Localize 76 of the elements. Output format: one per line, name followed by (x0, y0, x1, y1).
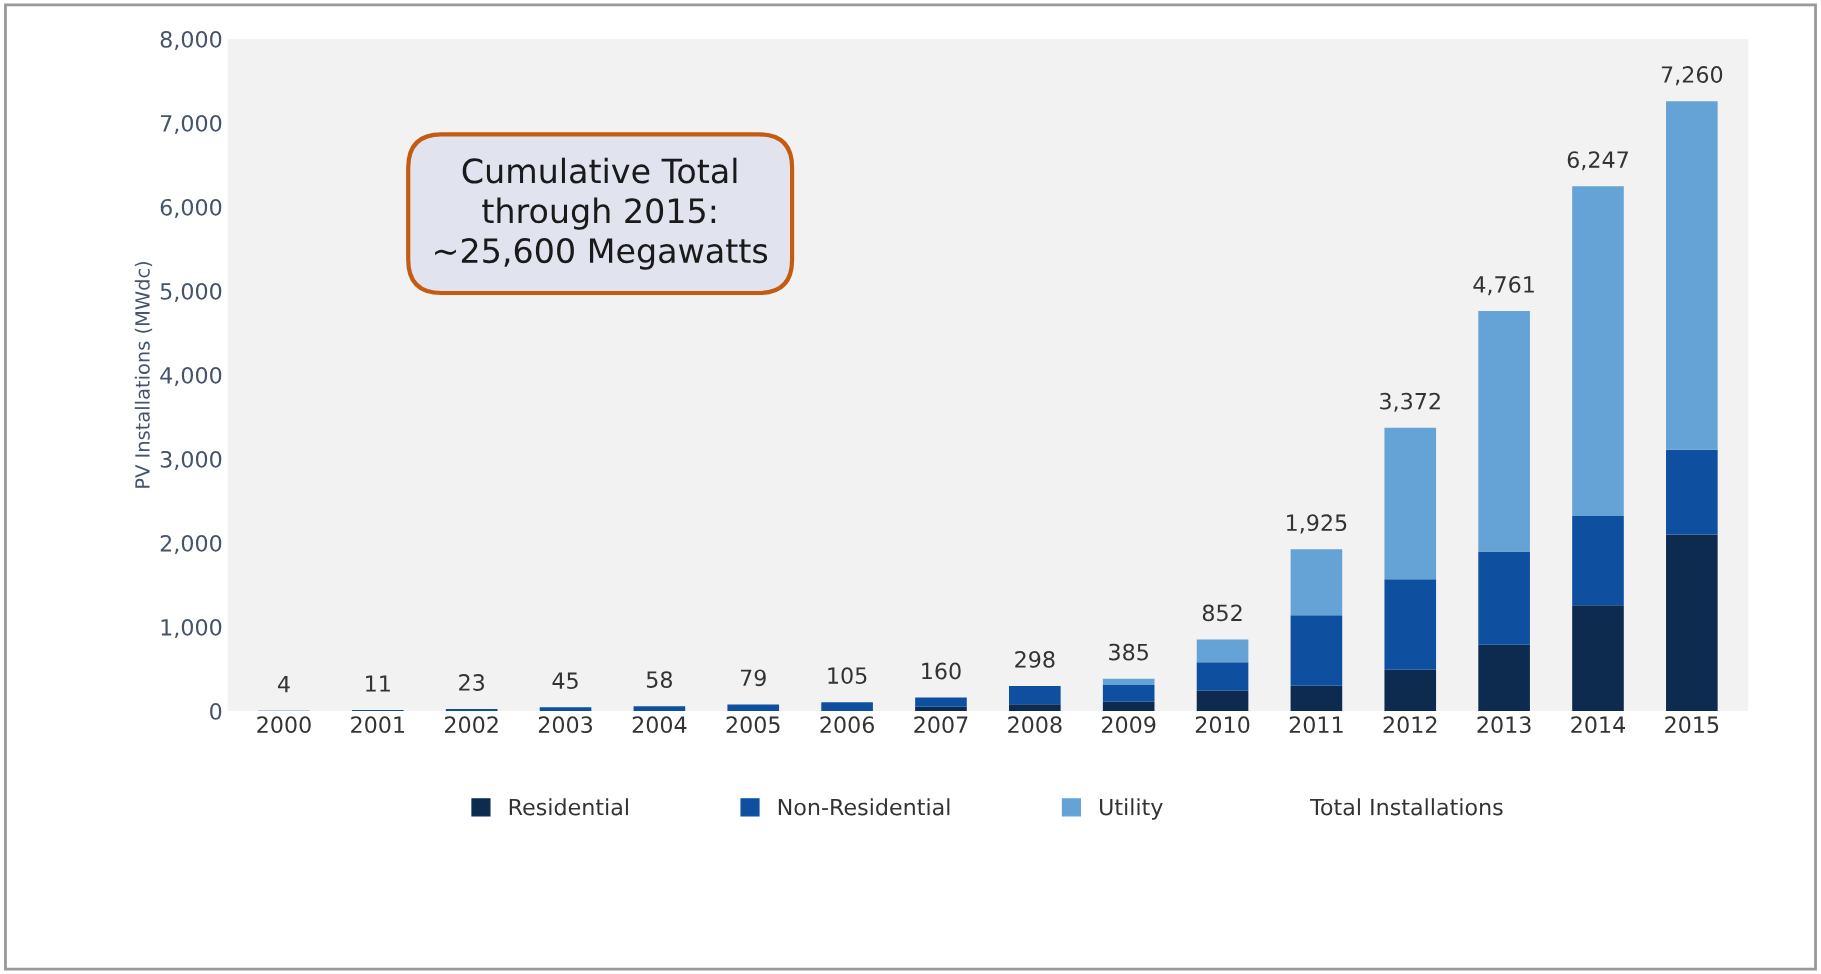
legend-label: Residential (509, 798, 628, 816)
y-tick-label: 7,000 (160, 114, 222, 134)
bar (1290, 615, 1343, 686)
x-tick-label: 2007 (914, 716, 968, 734)
x-tick-label: 2010 (1195, 716, 1250, 734)
annotation: Cumulative Total through 2015: ~25,600 Megawatts (435, 157, 768, 270)
total-label: 11 (366, 675, 390, 692)
y-tick-label: 8,000 (160, 30, 222, 50)
total-label: 1,925 (1287, 514, 1347, 534)
bar (1478, 551, 1530, 645)
text: Total Installations (1310, 798, 1503, 816)
bar (1102, 678, 1155, 685)
bar (1384, 579, 1437, 670)
bar (1572, 516, 1624, 606)
bar (1666, 534, 1718, 712)
bar (1196, 690, 1249, 712)
x-tick-label: 2009 (1102, 716, 1156, 734)
total-label: 23 (459, 674, 485, 691)
total-label: 160 (922, 662, 961, 680)
total-label: 852 (1202, 604, 1242, 622)
legend-label: Non-Residential (778, 798, 950, 816)
bar (915, 706, 967, 712)
total-label: 58 (646, 671, 672, 688)
bar (1478, 311, 1530, 552)
y-axis-title: PV Installations (MWdc) (134, 261, 153, 488)
bar (633, 706, 686, 712)
x-tick-label: 2002 (445, 716, 498, 734)
bar (1009, 704, 1061, 712)
x-tick-label: 2006 (820, 716, 874, 734)
y-tick-label: 2,000 (160, 534, 222, 555)
bar (1102, 701, 1155, 712)
total-label: 45 (552, 672, 578, 690)
total-label: 7,260 (1661, 66, 1723, 86)
total-label: 3,372 (1380, 392, 1440, 412)
bar (1102, 684, 1155, 702)
bar (1384, 669, 1437, 712)
y-tick-label: 0 (210, 702, 222, 720)
x-tick-label: 2015 (1665, 716, 1719, 734)
y-tick-label: 5,000 (160, 282, 222, 303)
x-tick-label: 2014 (1571, 716, 1626, 734)
y-tick-label: 1,000 (161, 618, 222, 639)
bar (539, 707, 592, 712)
total-label: 4,761 (1473, 276, 1534, 296)
bar (1572, 605, 1624, 712)
bar (1196, 662, 1249, 691)
x-tick-label: 2013 (1477, 716, 1531, 734)
bar (1666, 101, 1718, 450)
bar (1196, 639, 1249, 663)
total-label: 105 (828, 667, 867, 684)
bar (727, 704, 780, 712)
y-tick-label: 4,000 (160, 366, 222, 387)
x-tick-label: 2000 (257, 716, 311, 734)
total-label: 79 (740, 669, 766, 687)
bar (1384, 427, 1437, 580)
bar (915, 697, 967, 707)
x-tick-label: 2003 (538, 716, 593, 734)
x-tick-label: 2012 (1383, 716, 1437, 734)
x-tick-label: 2008 (1008, 716, 1062, 734)
x-tick-label: 2011 (1289, 716, 1343, 734)
bar (1666, 449, 1718, 535)
y-tick-label: 6,000 (160, 198, 222, 218)
x-tick-label: 2004 (632, 716, 687, 734)
bar (1009, 685, 1061, 705)
total-label: 385 (1109, 643, 1148, 661)
total-label: 6,247 (1567, 151, 1628, 171)
x-tick-label: 2001 (351, 716, 405, 734)
x-tick-label: 2005 (726, 716, 780, 734)
y-tick-label: 3,000 (160, 450, 222, 471)
legend-label: Utility (1100, 798, 1163, 820)
bar (1290, 685, 1343, 712)
bar (1478, 644, 1530, 712)
total-label: 4 (277, 675, 290, 693)
bar (821, 702, 873, 712)
bar (1290, 549, 1343, 616)
total-label: 298 (1015, 650, 1055, 668)
bar (1572, 186, 1624, 517)
